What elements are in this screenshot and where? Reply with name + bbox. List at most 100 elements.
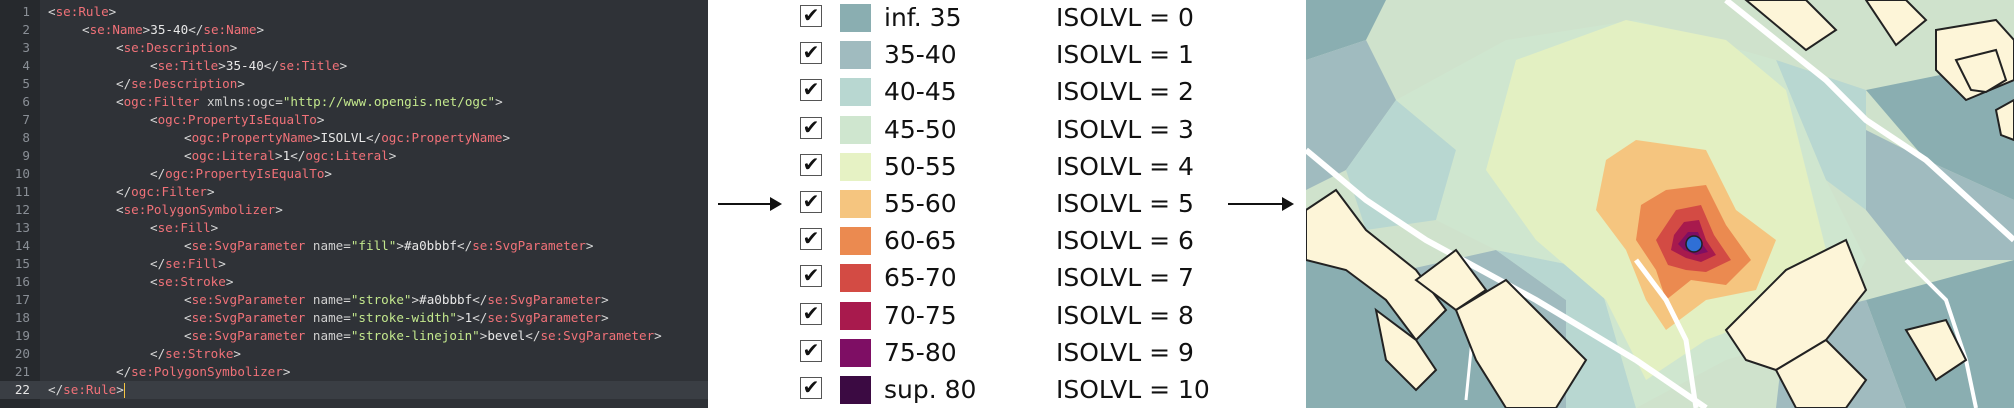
code-token: se:SvgParameter bbox=[472, 238, 586, 253]
map-canvas[interactable] bbox=[1306, 0, 2014, 408]
code-token: > bbox=[479, 328, 488, 343]
code-token: < bbox=[116, 94, 124, 109]
code-token: se:Stroke bbox=[157, 274, 226, 289]
code-token: name bbox=[305, 328, 344, 343]
visibility-checkbox[interactable]: ✔ bbox=[800, 42, 822, 65]
code-text: <se:Description> bbox=[116, 39, 237, 57]
code-token: = bbox=[343, 292, 351, 307]
code-line[interactable]: 7 <ogc:PropertyIsEqualTo> bbox=[0, 111, 708, 129]
code-token: se:SvgParameter bbox=[191, 310, 306, 325]
code-line[interactable]: 18 <se:SvgParameter name="stroke-width">1… bbox=[0, 309, 708, 327]
code-token: se:SvgParameter bbox=[487, 292, 602, 307]
code-text: </se:Rule> bbox=[48, 381, 125, 399]
code-token: "http://www.opengis.net/ogc" bbox=[282, 94, 496, 109]
code-text: <ogc:PropertyName>ISOLVL</ogc:PropertyNa… bbox=[184, 129, 510, 147]
code-token: </ bbox=[472, 292, 488, 307]
code-token: > bbox=[495, 94, 503, 109]
code-text: <se:SvgParameter name="stroke-linejoin">… bbox=[184, 327, 662, 345]
code-line[interactable]: 10 </ogc:PropertyIsEqualTo> bbox=[0, 165, 708, 183]
range-label: 35-40 bbox=[884, 40, 957, 70]
code-line[interactable]: 19 <se:SvgParameter name="stroke-linejoin… bbox=[0, 327, 708, 345]
code-line[interactable]: 20 </se:Stroke> bbox=[0, 345, 708, 363]
code-line[interactable]: 16 <se:Stroke> bbox=[0, 273, 708, 291]
code-token: > bbox=[233, 346, 242, 361]
code-line[interactable]: 21 </se:PolygonSymbolizer> bbox=[0, 363, 708, 381]
code-text: <se:PolygonSymbolizer> bbox=[116, 201, 283, 219]
code-line[interactable]: 11 </ogc:Filter> bbox=[0, 183, 708, 201]
code-line[interactable]: 9 <ogc:Literal>1</ogc:Literal> bbox=[0, 147, 708, 165]
code-token: > bbox=[275, 148, 283, 163]
code-token: se:Title bbox=[278, 58, 340, 73]
isolevel-label: ISOLVL = 0 bbox=[1056, 3, 1194, 32]
code-line[interactable]: 6 <ogc:Filter xmlns:ogc="http://www.openg… bbox=[0, 93, 708, 111]
code-token: > bbox=[225, 274, 234, 289]
visibility-checkbox[interactable]: ✔ bbox=[800, 5, 822, 27]
code-token: se:SvgParameter bbox=[191, 292, 306, 307]
road bbox=[1634, 258, 1699, 408]
code-line[interactable]: 8 <ogc:PropertyName>ISOLVL</ogc:PropertyN… bbox=[0, 129, 708, 147]
visibility-checkbox[interactable]: ✔ bbox=[800, 153, 822, 176]
range-label: 40-45 bbox=[884, 77, 957, 107]
visibility-checkbox[interactable]: ✔ bbox=[800, 79, 822, 102]
line-number: 3 bbox=[22, 40, 30, 55]
visibility-checkbox[interactable]: ✔ bbox=[800, 228, 822, 251]
isolevel-legend: ✔ inf. 35 ISOLVL = 0 ✔ 35-40 ISOLVL = 1 ✔ 40-45… bbox=[790, 0, 1250, 408]
code-token: < bbox=[150, 220, 158, 235]
code-token: se:PolygonSymbolizer bbox=[131, 364, 283, 379]
code-token: ogc:PropertyIsEqualTo bbox=[157, 112, 317, 127]
isolevel-1-zone bbox=[1306, 40, 1396, 190]
text-cursor bbox=[123, 383, 125, 398]
code-token: </ bbox=[472, 310, 488, 325]
noise-map[interactable] bbox=[1306, 0, 2014, 408]
visibility-checkbox[interactable]: ✔ bbox=[800, 339, 822, 362]
code-token: 1 bbox=[282, 148, 291, 163]
code-line[interactable]: 14 <se:SvgParameter name="fill">#a0bbbf</… bbox=[0, 237, 708, 255]
code-token: > bbox=[275, 202, 283, 217]
building bbox=[1744, 0, 1838, 52]
code-token: ogc:Filter bbox=[131, 184, 207, 199]
code-token: "stroke-width" bbox=[350, 310, 457, 325]
code-token: se:SvgParameter bbox=[191, 238, 306, 253]
line-number: 19 bbox=[14, 328, 30, 343]
xml-code-editor[interactable]: 1 <se:Rule> 2 <se:Name>35-40</se:Name> 3 <se:… bbox=[0, 0, 708, 408]
legend-item: ✔ 50-55 ISOLVL = 4 bbox=[790, 150, 1250, 187]
visibility-checkbox[interactable]: ✔ bbox=[800, 265, 822, 288]
legend-item: ✔ 60-65 ISOLVL = 6 bbox=[790, 224, 1250, 261]
line-number: 12 bbox=[14, 202, 30, 217]
code-token: </ bbox=[263, 58, 279, 73]
code-token: ogc:Literal bbox=[305, 148, 389, 163]
code-token: > bbox=[207, 184, 215, 199]
code-text: <se:Fill> bbox=[150, 219, 218, 237]
visibility-checkbox[interactable]: ✔ bbox=[800, 302, 822, 325]
range-label: 55-60 bbox=[884, 189, 957, 218]
code-line[interactable]: 1 <se:Rule> bbox=[0, 3, 708, 21]
code-token: #a0bbbf bbox=[403, 238, 458, 253]
code-text: </se:PolygonSymbolizer> bbox=[116, 363, 290, 381]
code-line[interactable]: 2 <se:Name>35-40</se:Name> bbox=[0, 21, 708, 39]
code-text: <se:SvgParameter name="fill">#a0bbbf</se… bbox=[184, 237, 594, 255]
code-token: > bbox=[654, 328, 662, 343]
code-text: <se:SvgParameter name="stroke">#a0bbbf</… bbox=[184, 291, 609, 309]
code-text: </se:Fill> bbox=[150, 255, 226, 273]
visibility-checkbox[interactable]: ✔ bbox=[800, 191, 822, 213]
code-line[interactable]: 4 <se:Title>35-40</se:Title> bbox=[0, 57, 708, 75]
code-token: </ bbox=[150, 256, 166, 271]
visibility-checkbox[interactable]: ✔ bbox=[800, 377, 822, 399]
code-line[interactable]: 12 <se:PolygonSymbolizer> bbox=[0, 201, 708, 219]
code-line[interactable]: 13 <se:Fill> bbox=[0, 219, 708, 237]
code-line[interactable]: 3 <se:Description> bbox=[0, 39, 708, 57]
line-number: 21 bbox=[14, 364, 30, 379]
code-token: </ bbox=[116, 364, 132, 379]
code-token: </ bbox=[48, 382, 64, 397]
isolevel-2-zone bbox=[1346, 100, 1456, 230]
code-line[interactable]: 22 </se:Rule> bbox=[0, 381, 708, 399]
legend-item: ✔ inf. 35 ISOLVL = 0 bbox=[790, 1, 1250, 38]
code-token: </ bbox=[116, 184, 132, 199]
code-line[interactable]: 17 <se:SvgParameter name="stroke">#a0bbbf… bbox=[0, 291, 708, 309]
visibility-checkbox[interactable]: ✔ bbox=[800, 116, 822, 139]
code-token: > bbox=[324, 166, 332, 181]
code-token: se:PolygonSymbolizer bbox=[123, 202, 276, 217]
code-line[interactable]: 15 </se:Fill> bbox=[0, 255, 708, 273]
code-token: < bbox=[184, 292, 192, 307]
code-line[interactable]: 5 </se:Description> bbox=[0, 75, 708, 93]
